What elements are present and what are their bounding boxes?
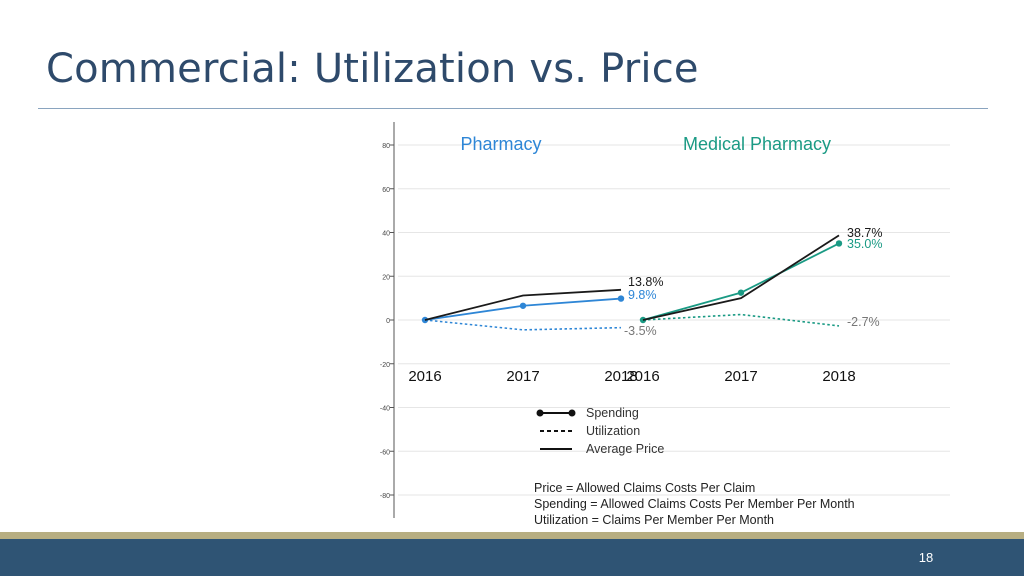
definition-note-1: Spending = Allowed Claims Costs Per Memb…: [534, 497, 855, 511]
data-point-0-1: [519, 302, 527, 309]
definition-note-2: Utilization = Claims Per Member Per Mont…: [534, 513, 774, 527]
x-tick-label-0-1: 2017: [506, 368, 539, 385]
end-label-1-1: 35.0%: [847, 237, 882, 251]
title-divider: [38, 108, 988, 109]
x-tick-label-0-0: 2016: [408, 368, 441, 385]
slide-title: Commercial: Utilization vs. Price: [46, 46, 699, 92]
data-point-0-2: [617, 295, 625, 302]
series-line-0-average-price: [424, 288, 622, 321]
legend-dot-0-a: [536, 409, 544, 417]
y-tick-label-8: -80: [380, 493, 390, 500]
y-tick-label-2: 40: [382, 231, 390, 238]
footer-accent-bar: [0, 532, 1024, 539]
legend-label-0: Spending: [586, 406, 639, 420]
end-label-0-0: 13.8%: [628, 275, 663, 289]
y-tick-label-6: -40: [380, 406, 390, 413]
end-label-0-1: 9.8%: [628, 288, 657, 302]
y-tick-label-1: 60: [382, 187, 390, 194]
legend-label-1: Utilization: [586, 424, 640, 438]
y-tick-label-3: 20: [382, 274, 390, 281]
legend-dot-0-b: [568, 409, 576, 417]
footer-bar: [0, 539, 1024, 576]
utilization-price-chart: 80 60 40 20 0 -20 -40 -60 -80 Pharmacy 2016 2017 201…: [380, 122, 950, 527]
x-tick-label-1-2: 2018: [822, 368, 855, 385]
page-number: 18: [918, 550, 934, 565]
series-line-1-average-price: [642, 234, 840, 321]
series-line-0-spending: [424, 297, 622, 321]
panel-title-0: Pharmacy: [460, 134, 541, 154]
y-tick-label-4: 0: [386, 318, 390, 325]
y-tick-label-0: 80: [382, 143, 390, 150]
end-label-1-0: 38.7%: [847, 226, 882, 240]
panel-title-1: Medical Pharmacy: [683, 134, 831, 154]
y-tick-label-7: -60: [380, 449, 390, 456]
end-label-0-2: -3.5%: [624, 324, 657, 338]
data-point-1-2: [835, 240, 843, 247]
legend-label-2: Average Price: [586, 442, 664, 456]
series-line-0-utilization: [424, 319, 622, 331]
end-label-1-2: -2.7%: [847, 315, 880, 329]
x-tick-label-0-2: 2018: [604, 368, 637, 385]
y-tick-label-5: -20: [380, 362, 390, 369]
definition-note-0: Price = Allowed Claims Costs Per Claim: [534, 481, 755, 495]
x-tick-label-1-1: 2017: [724, 368, 757, 385]
data-point-1-1: [737, 289, 745, 296]
x-tick-label-1-0: 2016: [626, 368, 659, 385]
